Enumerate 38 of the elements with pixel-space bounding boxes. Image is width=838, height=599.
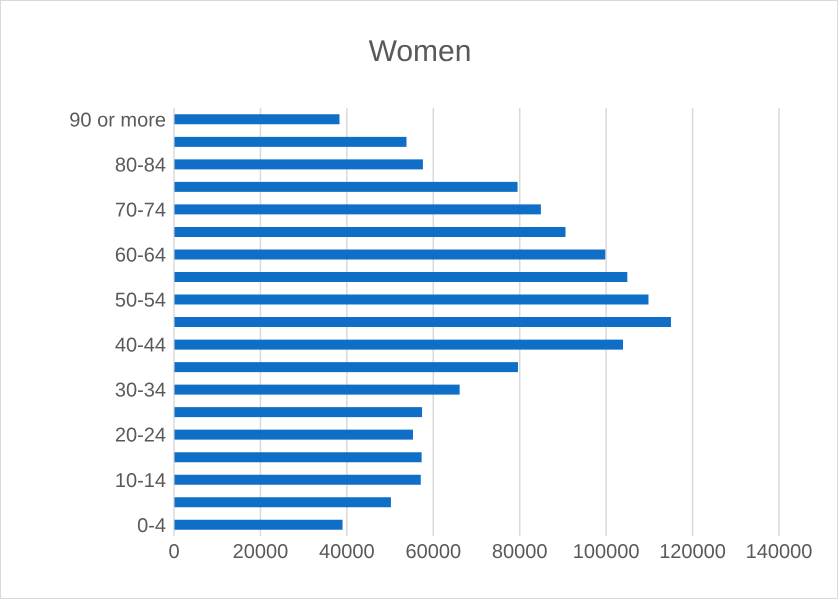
x-tick-label: 60000	[405, 541, 462, 564]
y-tick-label: 0-4	[137, 514, 166, 537]
y-tick-label: 50-54	[114, 290, 166, 312]
bar	[174, 182, 518, 192]
bar	[174, 362, 518, 372]
chart-title: Women	[368, 35, 472, 69]
bar	[174, 497, 391, 508]
bar	[174, 136, 406, 147]
bar	[174, 204, 541, 214]
y-tick-label: 30-34	[114, 380, 166, 402]
bar	[174, 474, 421, 485]
x-tick-label: 20000	[232, 541, 288, 564]
bar	[174, 384, 460, 395]
bar	[174, 272, 628, 282]
y-tick-label: 40-44	[114, 334, 166, 357]
x-tick-label: 80000	[492, 541, 548, 564]
bar	[174, 226, 566, 237]
y-tick-label: 60-64	[114, 244, 166, 267]
bar	[174, 520, 343, 530]
y-tick-label: 90 or more	[69, 109, 166, 132]
y-tick-label: 70-74	[114, 199, 166, 222]
x-tick-label: 140000	[746, 541, 812, 564]
y-tick-label: 10-14	[114, 470, 166, 492]
bar	[174, 114, 340, 124]
bar	[174, 159, 423, 170]
bar	[174, 407, 422, 418]
x-tick-label: 0	[168, 541, 180, 564]
bar	[174, 249, 606, 260]
bar	[174, 294, 648, 305]
bar	[174, 452, 422, 462]
bar	[174, 430, 413, 440]
bar	[174, 340, 623, 350]
x-tick-label: 120000	[659, 541, 726, 564]
x-tick-label: 100000	[572, 541, 640, 564]
bar	[174, 317, 671, 328]
x-tick-label: 40000	[319, 541, 375, 564]
y-tick-label: 20-24	[114, 424, 166, 447]
y-tick-label: 80-84	[114, 154, 166, 176]
